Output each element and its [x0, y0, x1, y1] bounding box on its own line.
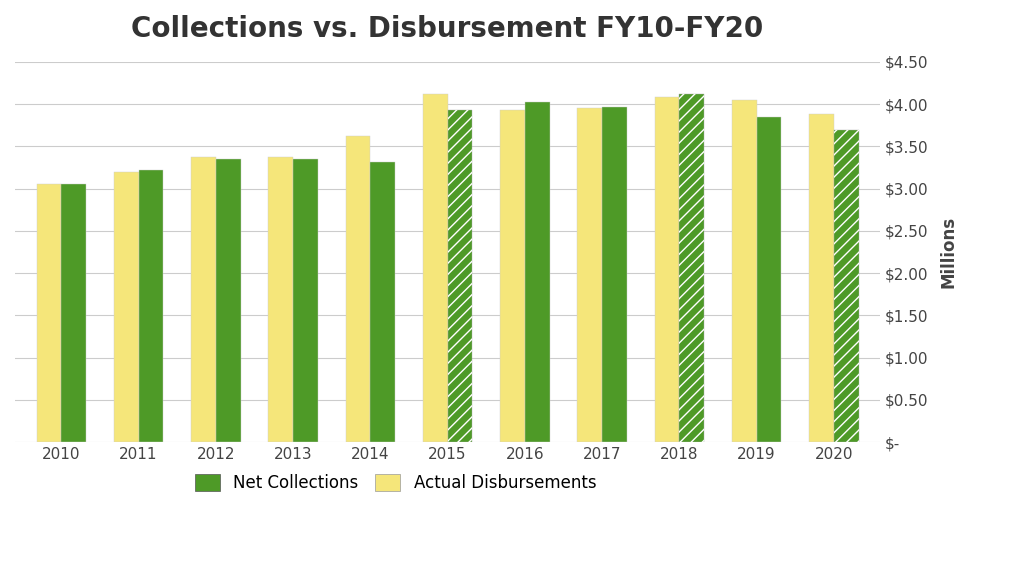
Bar — [423, 94, 447, 442]
Bar — [138, 170, 163, 442]
Bar — [61, 184, 86, 442]
Bar — [37, 184, 61, 442]
Bar — [268, 157, 293, 442]
Bar — [809, 115, 834, 442]
Bar — [602, 107, 627, 442]
Legend: Net Collections, Actual Disbursements: Net Collections, Actual Disbursements — [188, 467, 603, 498]
Bar — [525, 102, 550, 442]
Bar — [732, 100, 757, 442]
Bar — [114, 172, 138, 442]
Bar — [293, 159, 317, 442]
Bar — [191, 157, 216, 442]
Bar — [834, 130, 858, 442]
Y-axis label: Millions: Millions — [940, 216, 957, 288]
Bar — [447, 110, 472, 442]
Bar — [757, 117, 781, 442]
Bar — [447, 110, 472, 442]
Bar — [834, 130, 858, 442]
Bar — [578, 108, 602, 442]
Bar — [679, 94, 705, 442]
Bar — [216, 159, 241, 442]
Bar — [500, 110, 525, 442]
Bar — [654, 97, 679, 442]
Bar — [346, 137, 371, 442]
Bar — [679, 94, 705, 442]
Title: Collections vs. Disbursement FY10-FY20: Collections vs. Disbursement FY10-FY20 — [131, 15, 764, 43]
Bar — [371, 162, 395, 442]
